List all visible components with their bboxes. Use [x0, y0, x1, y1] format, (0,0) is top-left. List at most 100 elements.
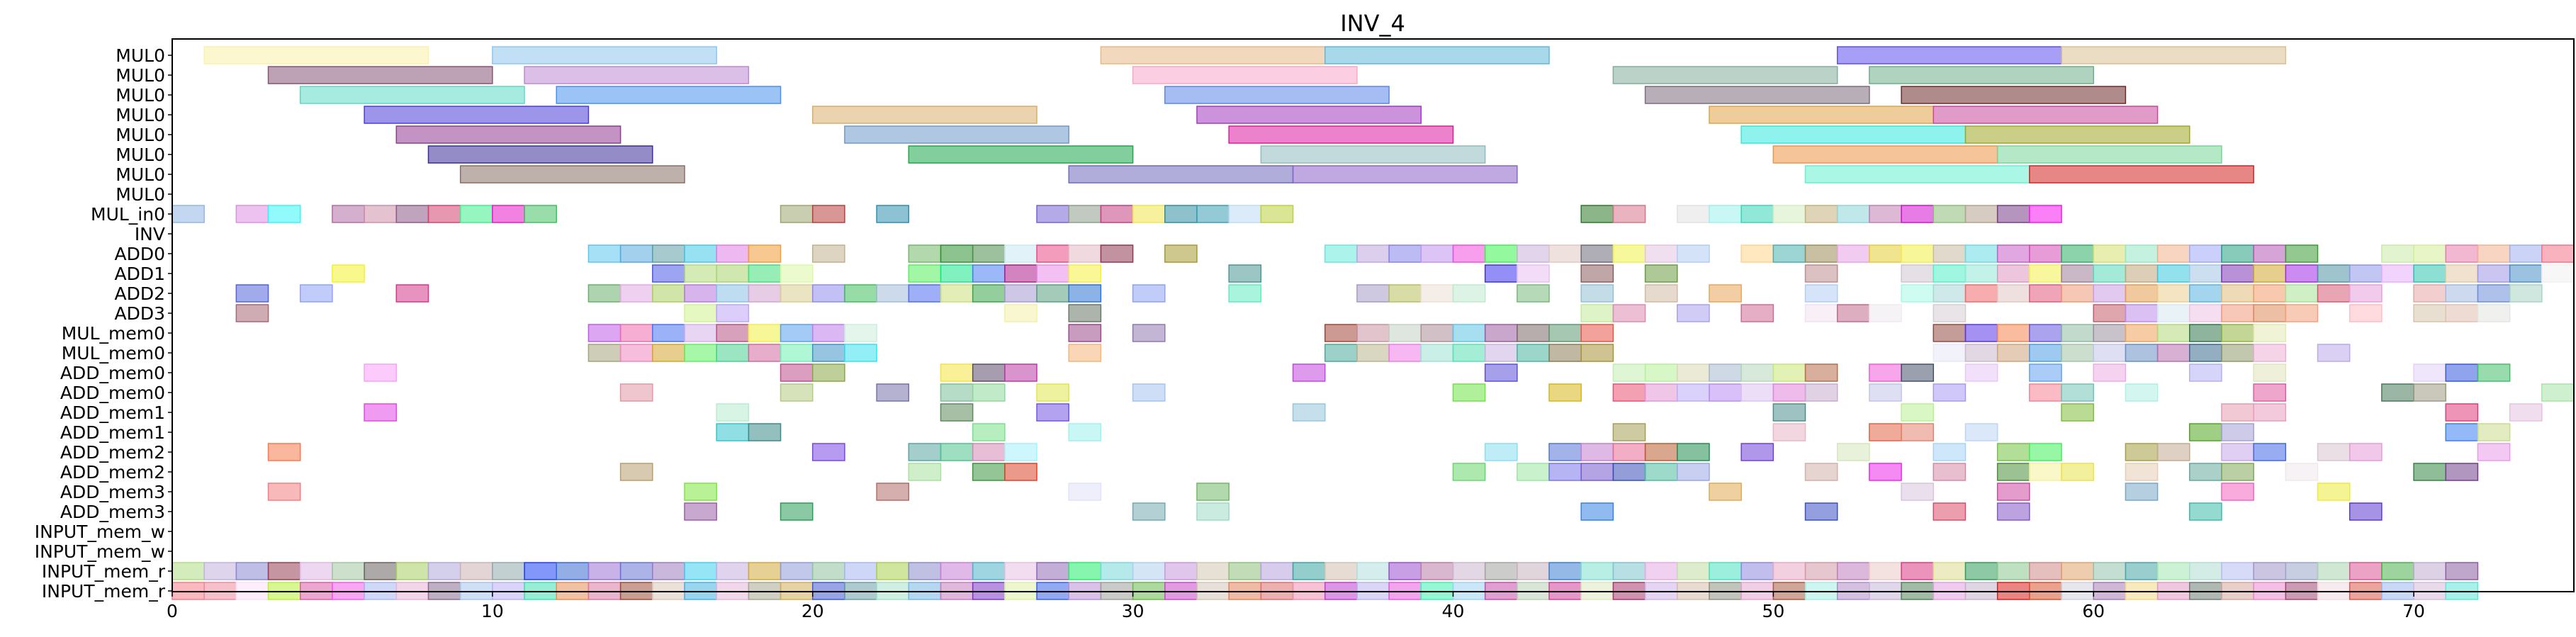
task-bar: [2413, 463, 2447, 481]
task-bar: [2509, 244, 2543, 263]
task-bar: [1068, 344, 1102, 362]
task-bar: [2093, 344, 2127, 362]
task-bar: [1292, 363, 1326, 382]
task-bar: [811, 205, 845, 223]
task-bar: [811, 244, 845, 263]
task-bar: [940, 363, 974, 382]
task-bar: [1324, 562, 1358, 580]
task-bar: [1996, 562, 2030, 580]
task-bar: [1677, 463, 1710, 481]
task-bar: [780, 264, 814, 283]
task-bar: [2221, 403, 2254, 422]
task-bar: [2061, 344, 2094, 362]
task-bar: [1677, 443, 1710, 461]
task-bar: [1548, 562, 1582, 580]
task-bar: [940, 562, 974, 580]
task-bar: [684, 483, 717, 501]
task-bar: [2221, 562, 2254, 580]
task-bar: [908, 443, 942, 461]
task-bar: [1612, 383, 1646, 402]
task-bar: [2221, 244, 2254, 263]
task-bar: [1709, 106, 1935, 124]
task-bar: [1260, 205, 1294, 223]
task-bar: [1772, 383, 1806, 402]
task-bar: [1260, 145, 1486, 164]
task-bar: [2477, 443, 2511, 461]
task-bar: [1901, 264, 1935, 283]
task-bar: [2285, 304, 2319, 322]
task-bar: [1964, 363, 1998, 382]
task-bar: [1420, 344, 1454, 362]
task-bar: [1068, 324, 1102, 342]
y-axis-labels: MUL0MUL0MUL0MUL0MUL0MUL0MUL0MUL0MUL_in0I…: [35, 45, 172, 602]
task-bar: [2413, 284, 2447, 303]
task-bar: [1068, 165, 1294, 184]
task-bar: [1996, 463, 2030, 481]
task-bar: [940, 284, 974, 303]
task-bar: [1740, 383, 1774, 402]
task-bar: [1869, 383, 1902, 402]
task-bar: [2029, 443, 2062, 461]
task-bar: [1484, 562, 1518, 580]
task-bar: [1644, 363, 1678, 382]
task-bar: [299, 562, 333, 580]
task-bar: [1836, 46, 2062, 64]
y-tick-label: INV: [135, 224, 165, 244]
task-bar: [2189, 244, 2222, 263]
task-bar: [364, 562, 398, 580]
task-bar: [1356, 284, 1390, 303]
task-bar: [2029, 363, 2062, 382]
task-bar: [1740, 205, 1774, 223]
task-bar: [908, 264, 942, 283]
task-bar: [1612, 463, 1646, 481]
task-bar: [1996, 244, 2030, 263]
task-bar: [2125, 562, 2159, 580]
task-bar: [267, 66, 493, 84]
task-bar: [716, 403, 750, 422]
task-bar: [556, 86, 782, 104]
task-bar: [2381, 264, 2414, 283]
task-bar: [1804, 264, 1838, 283]
task-bar: [1324, 344, 1358, 362]
task-bar: [972, 284, 1006, 303]
task-bar: [2285, 463, 2319, 481]
task-bar: [811, 284, 845, 303]
task-bar: [1644, 383, 1678, 402]
task-bar: [1036, 284, 1069, 303]
task-bar: [1740, 443, 1774, 461]
task-bar: [2381, 562, 2414, 580]
task-bar: [1452, 463, 1486, 481]
task-bar: [1964, 562, 1998, 580]
task-bar: [1548, 383, 1582, 402]
x-tick-label: 50: [1762, 601, 1784, 621]
task-bar: [1100, 562, 1134, 580]
task-bar: [1836, 443, 1870, 461]
task-bar: [1933, 244, 1967, 263]
task-bar: [2189, 344, 2222, 362]
task-bar: [748, 264, 782, 283]
task-bar: [2029, 463, 2062, 481]
y-tick-label: ADD_mem2: [60, 462, 165, 483]
task-bar: [1772, 403, 1806, 422]
y-tick-label: ADD1: [114, 264, 165, 284]
task-bar: [2093, 264, 2127, 283]
task-bar: [1996, 344, 2030, 362]
task-bar: [395, 284, 429, 303]
task-bar: [876, 205, 910, 223]
task-bar: [2253, 562, 2287, 580]
task-bar: [1933, 304, 1967, 322]
task-bar: [332, 562, 365, 580]
task-bar: [235, 562, 269, 580]
task-bar: [2061, 463, 2094, 481]
task-bar: [1836, 244, 1870, 263]
task-bar: [716, 344, 750, 362]
task-bar: [2285, 284, 2319, 303]
task-bar: [1612, 423, 1646, 441]
task-bar: [1772, 423, 1806, 441]
task-bar: [1772, 205, 1806, 223]
task-bar: [1709, 205, 1742, 223]
task-bar: [811, 106, 1037, 124]
task-bar: [1933, 443, 1967, 461]
task-bar: [1580, 502, 1614, 521]
task-bar: [972, 363, 1006, 382]
